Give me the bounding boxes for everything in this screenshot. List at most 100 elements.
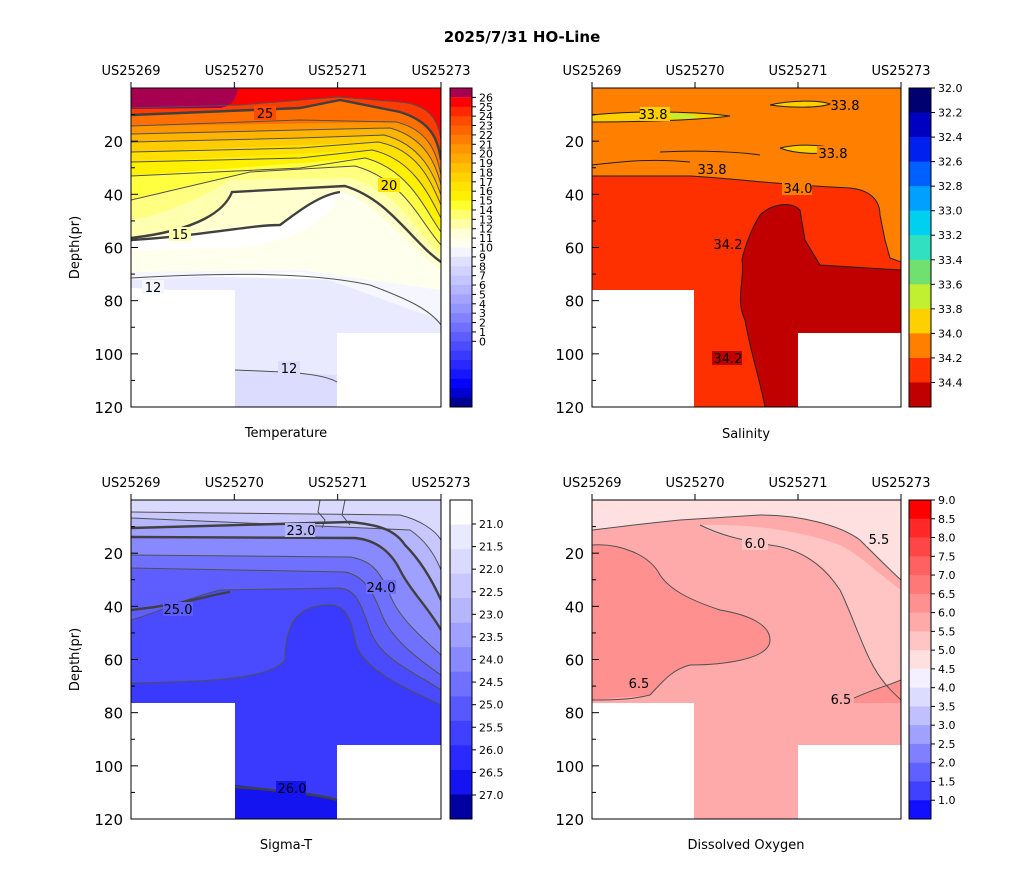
temperature-band-top <box>131 88 238 109</box>
colorbar-swatch <box>450 720 472 746</box>
colorbar-swatch <box>909 762 931 782</box>
colorbar-swatch <box>450 500 472 526</box>
y-tick-label: 20 <box>565 133 584 151</box>
temperature-band-12b <box>235 370 337 407</box>
colorbar-tick-label: 6.0 <box>938 607 956 620</box>
colorbar-swatch <box>450 247 472 258</box>
colorbar-tick-label: 20 <box>479 148 493 161</box>
colorbar-frame <box>908 87 932 408</box>
y-tick-label: 120 <box>555 399 584 417</box>
station-label: US25271 <box>308 476 367 491</box>
y-tick-label: 100 <box>94 346 123 364</box>
axes-layer: US25269 US25270 US25271 US25273204060801001… <box>68 64 963 853</box>
colorbar-swatch <box>450 369 472 380</box>
colorbar-swatch <box>450 331 472 342</box>
colorbar-tick-label: 32.4 <box>938 131 963 144</box>
colorbar-swatch <box>450 598 472 624</box>
salinity-contour-label: 34.0 <box>784 182 813 197</box>
colorbar-swatch <box>909 186 931 212</box>
colorbar-tick-label: 33.0 <box>938 205 963 218</box>
colorbar-swatch <box>909 706 931 726</box>
colorbar-tick-label: 21.0 <box>479 518 504 531</box>
y-tick-label: 20 <box>104 545 123 563</box>
colorbar-swatch <box>450 106 472 117</box>
station-label: US25271 <box>768 64 827 79</box>
colorbar-swatch <box>909 137 931 163</box>
colorbar-swatch <box>450 228 472 239</box>
colorbar-swatch <box>450 266 472 277</box>
sigma-t-band-26.0 <box>235 785 337 819</box>
temperature-contour-label: 12 <box>145 281 162 296</box>
colorbar-tick-label: 0 <box>479 335 486 348</box>
colorbar-tick-label: 26 <box>479 91 493 104</box>
dissolved-oxygen-band-5.5 <box>592 500 901 580</box>
panel-sigma-t: 23.0 24.0 25.0 26.0 <box>130 499 442 820</box>
dissolved-oxygen-band-5.5b <box>700 524 901 700</box>
station-label: US25269 <box>562 64 621 79</box>
colorbar-tick-label: 34.0 <box>938 327 963 340</box>
salinity-contour-labels: 33.8 33.8 33.8 33.8 34.0 34.2 34.2 <box>639 98 861 367</box>
colorbar-swatch <box>450 163 472 173</box>
colorbar-swatch <box>450 745 472 771</box>
colorbar-tick-label: 34.2 <box>938 352 963 365</box>
colorbar-tick-label: 33.4 <box>938 254 963 267</box>
colorbar-tick-label: 4 <box>479 298 486 311</box>
colorbar-tick-label: 22 <box>479 129 493 142</box>
colorbar-tick-label: 14 <box>479 204 493 217</box>
colorbar-swatch <box>909 88 931 114</box>
station-label: US25273 <box>871 64 930 79</box>
sigma-t-contour-label: 23.0 <box>287 524 316 539</box>
colorbar-tick-label: 23 <box>479 120 493 133</box>
colorbar-swatch <box>909 235 931 261</box>
y-tick-label: 100 <box>555 758 584 776</box>
colorbar-tick-label: 24.0 <box>479 654 504 667</box>
sigma-t-no-data-left <box>131 703 235 819</box>
colorbar-tick-label: 7 <box>479 270 486 283</box>
colorbar-swatch <box>909 357 931 383</box>
colorbar-tick-label: 3.5 <box>938 700 956 713</box>
colorbar-tick-label: 1.5 <box>938 775 956 788</box>
panel-salinity: 33.8 33.8 33.8 33.8 34.0 34.2 34.2 <box>591 87 902 408</box>
colorbar-tick-label: 4.5 <box>938 663 956 676</box>
colorbar-swatch <box>450 322 472 333</box>
colorbar-tick-label: 8.5 <box>938 513 956 526</box>
colorbar-tick-label: 7.5 <box>938 550 956 563</box>
sigma-t-contour-labels: 23.0 24.0 25.0 26.0 <box>163 523 396 797</box>
colorbar-tick-label: 25.5 <box>479 721 504 734</box>
colorbar-tick-label: 11 <box>479 232 493 245</box>
colorbar-swatch <box>450 144 472 155</box>
salinity-contour-label: 34.2 <box>714 352 743 367</box>
y-tick-label: 80 <box>104 705 123 723</box>
colorbar-swatch <box>909 382 931 408</box>
colorbar-swatch <box>909 612 931 632</box>
colorbar-swatch <box>450 388 472 399</box>
station-label: US25269 <box>101 64 160 79</box>
y-tick-label: 120 <box>555 811 584 829</box>
colorbar-tick-label: 22.0 <box>479 563 504 576</box>
colorbar-tick-label: 27.0 <box>479 789 504 802</box>
panel-title: Temperature <box>244 426 327 441</box>
colorbar-tick-label: 21 <box>479 138 493 151</box>
colorbar-swatch <box>909 259 931 285</box>
y-tick-label: 60 <box>104 652 123 670</box>
salinity-band-34.4 <box>740 204 901 407</box>
colorbar-tick-label: 3.0 <box>938 719 956 732</box>
colorbar-tick-label: 24 <box>479 110 493 123</box>
station-label: US25273 <box>411 476 470 491</box>
colorbar-swatch <box>450 573 472 599</box>
salinity-contour-label: 34.2 <box>714 238 743 253</box>
colorbar-tick-label: 5.5 <box>938 625 956 638</box>
y-tick-label: 60 <box>104 240 123 258</box>
y-tick-label: 100 <box>555 346 584 364</box>
colorbar-tick-label: 23.5 <box>479 631 504 644</box>
colorbar-frame <box>449 499 473 820</box>
dissolved-oxygen-band-6.5a <box>592 544 770 700</box>
colorbar-tick-label: 26.5 <box>479 766 504 779</box>
colorbar-swatch <box>450 125 472 136</box>
colorbar-swatch <box>450 172 472 183</box>
colorbar-swatch <box>450 360 472 370</box>
colorbar-swatch <box>450 671 472 697</box>
colorbar-swatch <box>450 341 472 352</box>
colorbar-tick-label: 33.6 <box>938 278 963 291</box>
temperature-contour-labels: 25 20 15 12 12 <box>142 106 400 377</box>
